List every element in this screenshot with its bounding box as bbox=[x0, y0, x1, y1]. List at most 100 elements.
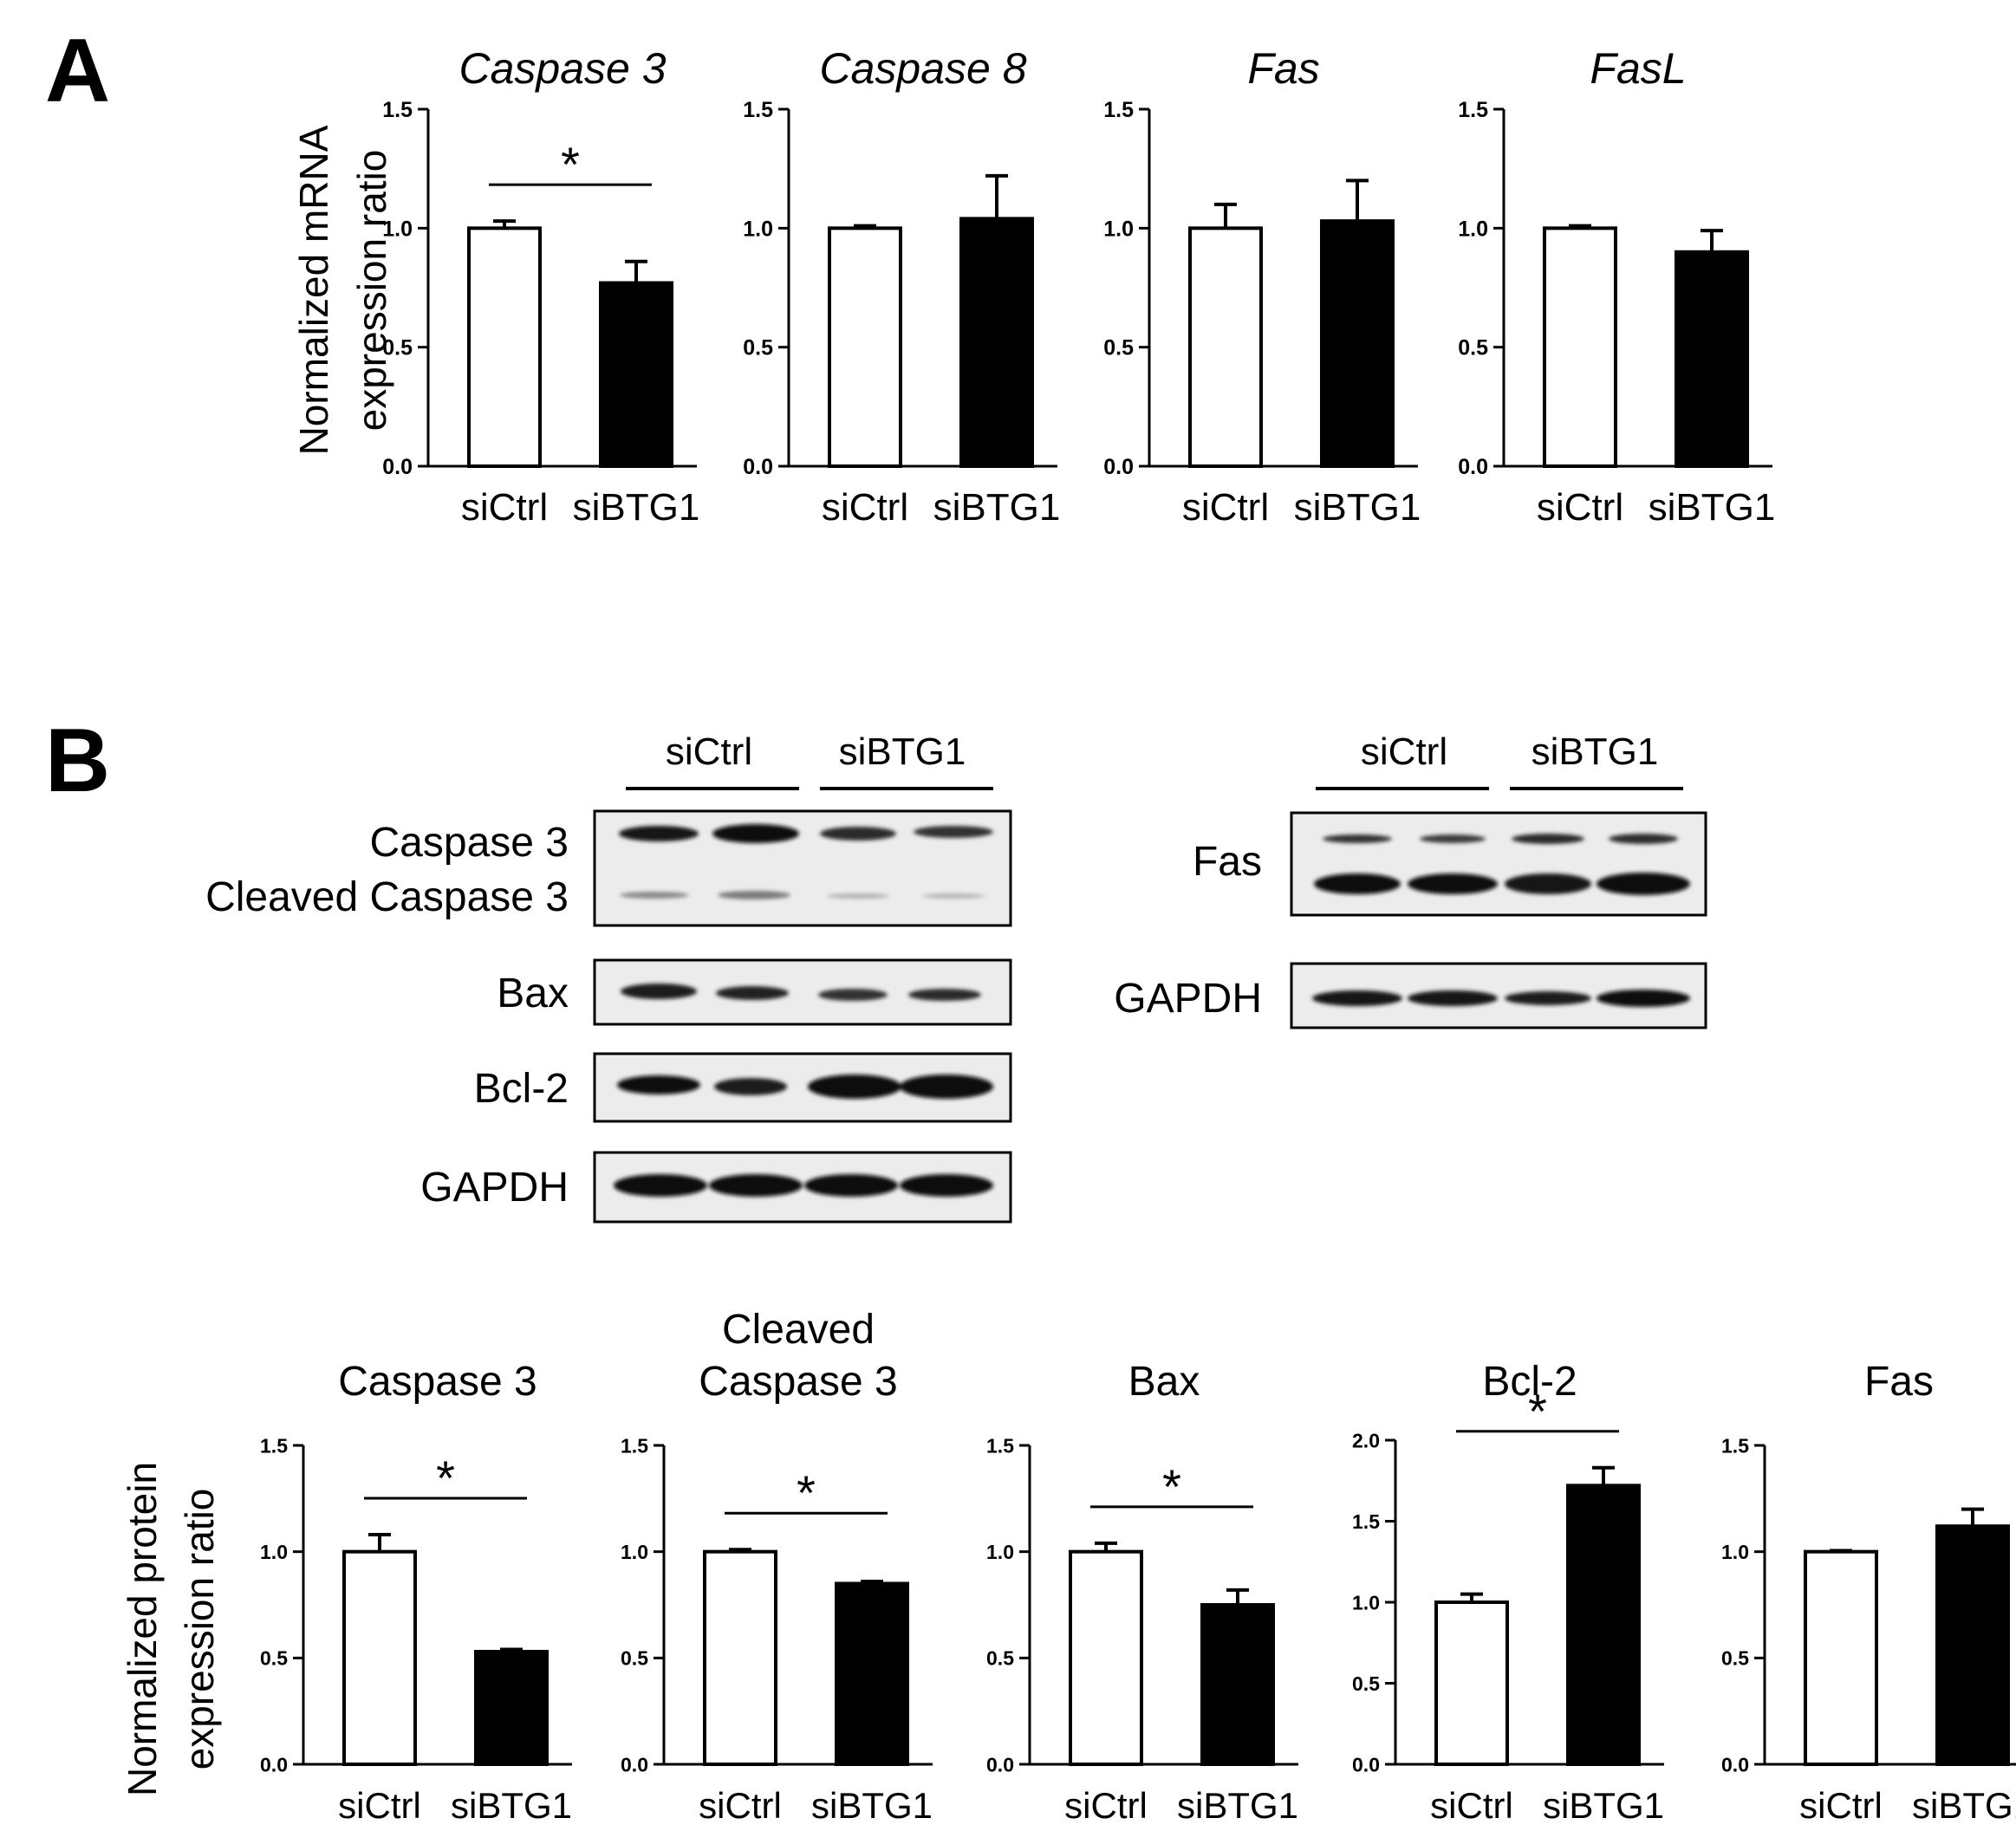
y-tick-label: 1.5 bbox=[1721, 1434, 1749, 1457]
y-tick-label: 0.5 bbox=[1352, 1672, 1380, 1695]
y-tick-label: 2.0 bbox=[1352, 1429, 1380, 1451]
y-tick-label: 0.0 bbox=[1352, 1753, 1380, 1776]
chart-title: Cleaved bbox=[722, 1307, 875, 1353]
bar-charts: 0.0 0.5 1.0 1.5 siCtrl siBTG1 Caspase 3 * 0.0 0.5… bbox=[260, 44, 2016, 1826]
band bbox=[1609, 834, 1678, 844]
bar-siBTG1 bbox=[1935, 1524, 2010, 1767]
blot-fas-bands bbox=[1314, 834, 1690, 895]
band bbox=[900, 1174, 993, 1197]
blot-bcl2-bands bbox=[617, 1075, 993, 1099]
band bbox=[1314, 873, 1401, 894]
category-label: siCtrl bbox=[1799, 1785, 1883, 1826]
blot-label-bax: Bax bbox=[497, 971, 569, 1016]
y-tick-label: 0.0 bbox=[1458, 455, 1488, 479]
band bbox=[617, 1075, 700, 1094]
bar-chart-2: 0.0 0.5 1.0 1.5 siCtrl siBTG1 Caspase 8 bbox=[743, 44, 1060, 529]
y-tick-label: 0.0 bbox=[260, 1753, 288, 1776]
panel-b-letter: B bbox=[45, 711, 111, 811]
y-tick-label: 0.0 bbox=[986, 1753, 1014, 1776]
y-tick-label: 1.0 bbox=[1721, 1541, 1749, 1563]
band bbox=[709, 1174, 803, 1197]
chart-title: Fas bbox=[1247, 44, 1319, 93]
category-label: siCtrl bbox=[699, 1785, 782, 1826]
category-label: siBTG1 bbox=[1294, 486, 1421, 529]
western-blot-left: siCtrl siBTG1 Caspase 3 Cleaved Caspase … bbox=[205, 730, 1012, 1224]
y-tick-label: 1.0 bbox=[260, 1541, 288, 1563]
band bbox=[712, 824, 799, 843]
band bbox=[1408, 873, 1498, 894]
chart-title: Bcl-2 bbox=[1482, 1359, 1577, 1405]
y-tick-label: 1.0 bbox=[743, 217, 773, 241]
bar-siCtrl bbox=[342, 1549, 417, 1766]
bar-siCtrl bbox=[703, 1549, 777, 1766]
y-tick-label: 1.5 bbox=[382, 98, 413, 122]
category-label: siCtrl bbox=[1182, 486, 1269, 529]
band bbox=[620, 892, 689, 899]
category-label: siBTG1 bbox=[1649, 486, 1776, 529]
y-tick-label: 0.5 bbox=[743, 336, 773, 360]
y-tick-label: 0.5 bbox=[1721, 1647, 1749, 1670]
bar-siCtrl bbox=[1069, 1549, 1143, 1766]
chart-title: Caspase 3 bbox=[458, 44, 666, 93]
y-tick-label: 0.5 bbox=[260, 1647, 288, 1670]
band bbox=[1505, 991, 1591, 1005]
chart-title: Fas bbox=[1864, 1359, 1934, 1405]
bar-chart-5: 0.0 0.5 1.0 1.5 siCtrl siBTG1 Caspase 3 * bbox=[260, 1359, 572, 1826]
y-tick-label: 0.0 bbox=[743, 455, 773, 479]
blot-label-bcl2: Bcl-2 bbox=[474, 1066, 569, 1112]
blot-right-group-label-2: siBTG1 bbox=[1532, 730, 1659, 773]
band bbox=[1597, 873, 1690, 895]
bar-siBTG1 bbox=[1200, 1603, 1275, 1766]
band bbox=[1597, 990, 1690, 1007]
bar-chart-7: 0.0 0.5 1.0 1.5 siCtrl siBTG1 Bax * bbox=[986, 1359, 1298, 1826]
bar-chart-8: 0.0 0.5 1.0 1.5 2.0 siCtrl siBTG1 Bcl-2* bbox=[1352, 1359, 1664, 1826]
band bbox=[808, 1075, 901, 1099]
bar-chart-6: 0.0 0.5 1.0 1.5 siCtrl siBTG1 Cleaved Caspase 3… bbox=[621, 1307, 933, 1826]
category-label: siBTG1 bbox=[1912, 1785, 2016, 1826]
y-tick-label: 1.0 bbox=[1352, 1591, 1380, 1614]
y-tick-label: 0.5 bbox=[382, 336, 413, 360]
bar-siCtrl bbox=[1188, 226, 1263, 468]
significance-star: * bbox=[436, 1451, 455, 1505]
band bbox=[1505, 873, 1591, 894]
category-label: siBTG1 bbox=[811, 1785, 933, 1826]
category-label: siBTG1 bbox=[573, 486, 700, 529]
band bbox=[1408, 990, 1498, 1006]
blot-bax-bands bbox=[621, 984, 981, 1001]
category-label: siBTG1 bbox=[451, 1785, 572, 1826]
band bbox=[718, 891, 790, 899]
blot-label-fas: Fas bbox=[1193, 839, 1262, 885]
western-blot-right: siCtrl siBTG1 Fas GAPDH bbox=[1114, 730, 1707, 1029]
blot-caspase3-bands bbox=[619, 824, 993, 899]
blot-left-group-label-1: siCtrl bbox=[666, 730, 752, 773]
y-tick-label: 1.5 bbox=[743, 98, 773, 122]
bar-siCtrl bbox=[1543, 226, 1617, 468]
bar-siCtrl bbox=[1434, 1601, 1509, 1766]
bar-siCtrl bbox=[467, 226, 542, 468]
blot-gapdh-left-bands bbox=[614, 1174, 993, 1197]
band bbox=[908, 989, 981, 1001]
y-tick-label: 1.0 bbox=[1458, 217, 1488, 241]
chart-title: Bax bbox=[1128, 1359, 1200, 1405]
significance-star: * bbox=[1162, 1459, 1181, 1514]
band bbox=[1512, 834, 1584, 844]
band bbox=[1312, 990, 1402, 1006]
blot-left-group-label-2: siBTG1 bbox=[839, 730, 966, 773]
band bbox=[619, 826, 699, 841]
significance-star: * bbox=[561, 137, 580, 192]
bar-chart-9: 0.0 0.5 1.0 1.5 siCtrl siBTG1 Fas bbox=[1721, 1359, 2016, 1826]
band bbox=[614, 1174, 707, 1197]
y-tick-label: 1.0 bbox=[1103, 217, 1134, 241]
bar-siBTG1 bbox=[599, 281, 673, 468]
bar-siBTG1 bbox=[474, 1649, 549, 1767]
y-tick-label: 1.0 bbox=[621, 1541, 648, 1563]
y-tick-label: 0.5 bbox=[1103, 336, 1134, 360]
band bbox=[621, 984, 697, 999]
y-tick-label: 0.0 bbox=[1103, 455, 1134, 479]
blot-label-cleaved-caspase3: Cleaved Caspase 3 bbox=[205, 874, 569, 920]
band bbox=[714, 1078, 787, 1095]
blot-fas-frame bbox=[1290, 811, 1707, 917]
bar-chart-1: 0.0 0.5 1.0 1.5 siCtrl siBTG1 Caspase 3 * bbox=[382, 44, 699, 529]
category-label: siCtrl bbox=[1430, 1785, 1513, 1826]
